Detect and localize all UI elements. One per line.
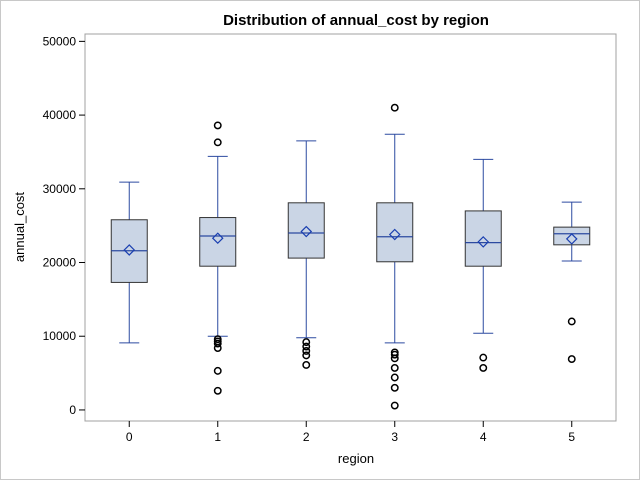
mean-marker: [211, 232, 224, 245]
outlier-point: [390, 354, 399, 363]
outlier-point: [390, 103, 399, 112]
outlier-point: [567, 355, 576, 364]
outlier-point: [390, 363, 399, 372]
x-tick-label: 5: [568, 430, 575, 444]
outlier-point: [390, 373, 399, 382]
plot-area-border: [84, 33, 617, 422]
outlier-point: [390, 350, 399, 359]
outlier-point: [213, 366, 222, 375]
outlier-point: [302, 361, 311, 369]
y-tick-label: 10000: [43, 329, 77, 343]
x-tick-label: 4: [480, 430, 487, 444]
mean-marker: [388, 228, 401, 241]
box-region-2: [287, 140, 325, 369]
outlier-point: [479, 363, 488, 372]
x-tick-label: 0: [126, 430, 133, 444]
box-region-0: [110, 181, 148, 344]
outlier-point: [302, 351, 311, 360]
mean-marker: [565, 233, 578, 245]
mean-marker: [477, 236, 490, 248]
outlier-point: [302, 342, 311, 351]
y-axis-label: annual_cost: [12, 192, 27, 262]
iqr-box: [464, 210, 502, 267]
x-tick-label: 1: [214, 430, 221, 444]
outlier-point: [213, 344, 222, 352]
outlier-point: [213, 339, 222, 348]
chart-title: Distribution of annual_cost by region: [223, 12, 489, 29]
outlier-point: [213, 138, 222, 147]
outlier-point: [479, 353, 488, 362]
outlier-point: [302, 338, 311, 347]
y-tick-label: 50000: [43, 34, 77, 48]
y-axis: 0 10000 20000 30000 40000 50000: [43, 34, 85, 417]
mean-marker: [300, 225, 313, 238]
x-axis-label: region: [338, 451, 374, 466]
x-axis: 0 1 2 3 4 5: [126, 421, 575, 444]
iqr-box: [199, 217, 237, 267]
x-tick-label: 3: [391, 430, 398, 444]
y-tick-label: 30000: [43, 182, 77, 196]
y-tick-label: 40000: [43, 108, 77, 122]
iqr-box: [287, 202, 325, 259]
outlier-point: [213, 121, 222, 130]
outlier-point: [390, 401, 399, 410]
box-region-3: [376, 103, 414, 410]
box-region-4: [464, 158, 502, 372]
boxes-group: [110, 103, 591, 410]
box-region-5: [553, 201, 591, 364]
iqr-box: [553, 226, 591, 246]
x-tick-label: 2: [303, 430, 310, 444]
outlier-point: [567, 317, 576, 326]
mean-marker: [123, 244, 136, 256]
y-tick-label: 0: [69, 403, 76, 417]
outlier-point: [390, 383, 399, 392]
y-tick-label: 20000: [43, 256, 77, 270]
box-region-1: [199, 121, 237, 395]
outlier-point: [213, 386, 222, 395]
iqr-box: [376, 202, 414, 263]
outlier-point: [302, 347, 311, 355]
